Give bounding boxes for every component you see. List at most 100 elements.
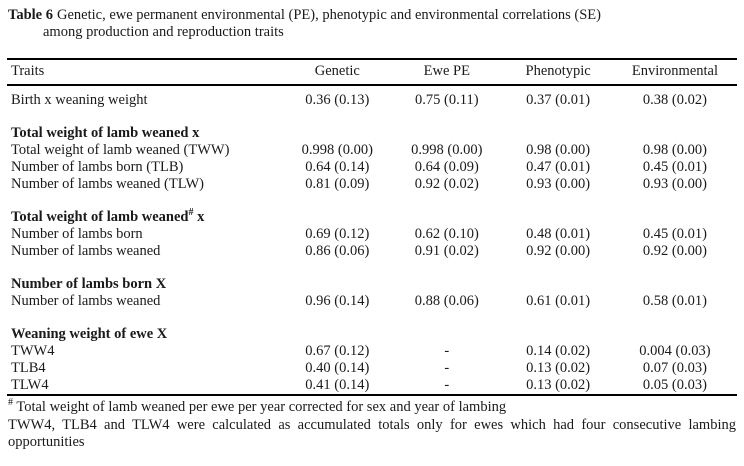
table-row: TWW4 0.67 (0.12) - 0.14 (0.02) 0.004 (0.03) (7, 343, 737, 360)
table-footnotes: # Total weight of lamb weaned per ewe pe… (0, 396, 744, 452)
value-cell: 0.96 (0.14) (305, 293, 370, 309)
column-header-genetic: Genetic (284, 59, 391, 86)
trait-cell: Birth x weaning weight (11, 92, 148, 108)
value-cell: 0.998 (0.00) (411, 142, 483, 158)
value-cell: 0.92 (0.02) (414, 176, 479, 192)
column-header-phenotypic: Phenotypic (503, 59, 613, 86)
value-cell: 0.45 (0.01) (642, 159, 707, 175)
trait-cell: Number of lambs weaned (11, 293, 161, 309)
table-row: TLB4 0.40 (0.14) - 0.13 (0.02) 0.07 (0.03) (7, 360, 737, 377)
value-cell: 0.92 (0.00) (642, 243, 707, 259)
trait-cell: TLW4 (11, 377, 49, 393)
table-number: Table 6 (8, 7, 53, 23)
trait-cell: Number of lambs weaned (11, 243, 161, 259)
value-cell: 0.45 (0.01) (642, 226, 707, 242)
value-cell (613, 326, 737, 343)
trait-cell: Number of lambs born (11, 226, 143, 242)
value-cell: 0.05 (0.03) (642, 377, 707, 393)
value-cell: 0.14 (0.02) (526, 343, 591, 359)
value-cell (390, 326, 503, 343)
value-cell: 0.98 (0.00) (642, 142, 707, 158)
value-cell: 0.48 (0.01) (526, 226, 591, 242)
spacer-cell (7, 310, 737, 326)
section-row: Weaning weight of ewe X (7, 326, 737, 343)
footnote-marker: # (188, 207, 194, 219)
value-cell: 0.93 (0.00) (642, 176, 707, 192)
value-cell: 0.67 (0.12) (305, 343, 370, 359)
spacer-cell (7, 109, 737, 125)
caption-line-2: among production and reproduction traits (43, 24, 284, 40)
value-cell (503, 276, 613, 293)
value-cell (503, 125, 613, 142)
section-header-cell: Total weight of lamb weaned# x (11, 207, 205, 225)
value-cell (390, 209, 503, 226)
table-row: Number of lambs weaned 0.86 (0.06) 0.91 (0… (7, 243, 737, 260)
value-cell: 0.75 (0.11) (415, 92, 479, 108)
value-cell (284, 209, 390, 226)
caption-text: Genetic, ewe permanent environmental (PE… (57, 7, 601, 23)
trait-cell: Number of lambs born (TLB) (11, 159, 184, 175)
trait-cell: Number of lambs weaned (TLW) (11, 176, 204, 192)
value-cell: 0.40 (0.14) (305, 360, 370, 376)
value-cell (613, 276, 737, 293)
section-header-cell: Number of lambs born X (11, 276, 167, 292)
value-cell: 0.13 (0.02) (526, 360, 591, 376)
column-header-environmental: Environmental (612, 59, 737, 86)
footnote-1: # Total weight of lamb weaned per ewe pe… (8, 397, 736, 417)
spacer-row (7, 260, 737, 276)
footnote-2: TWW4, TLB4 and TLW4 were calculated as a… (8, 416, 736, 451)
value-cell: 0.47 (0.01) (526, 159, 591, 175)
table-row: TLW4 0.41 (0.14) - 0.13 (0.02) 0.05 (0.03) (7, 377, 737, 395)
value-cell: 0.64 (0.09) (414, 159, 479, 175)
footnote-1-text: Total weight of lamb weaned per ewe per … (13, 399, 507, 415)
value-cell (613, 125, 737, 142)
spacer-cell (7, 260, 737, 276)
value-cell: - (444, 360, 450, 376)
correlations-table: Traits Genetic Ewe PE Phenotypic Environment… (7, 58, 737, 396)
section-header-cell: Weaning weight of ewe X (11, 326, 168, 342)
column-header-traits: Traits (7, 59, 285, 86)
value-cell: 0.62 (0.10) (414, 226, 479, 242)
value-cell: 0.93 (0.00) (526, 176, 591, 192)
spacer-row (7, 193, 737, 209)
value-cell (284, 276, 390, 293)
value-cell: 0.86 (0.06) (305, 243, 370, 259)
value-cell: 0.36 (0.13) (305, 92, 370, 108)
value-cell (390, 276, 503, 293)
value-cell: 0.38 (0.02) (642, 92, 707, 108)
trait-cell: TWW4 (11, 343, 55, 359)
value-cell: - (444, 343, 450, 359)
value-cell (284, 125, 390, 142)
value-cell: 0.998 (0.00) (301, 142, 373, 158)
table-body: Birth x weaning weight 0.36 (0.13) 0.75 (0… (7, 85, 737, 395)
value-cell: 0.92 (0.00) (526, 243, 591, 259)
value-cell: 0.91 (0.02) (414, 243, 479, 259)
spacer-cell (7, 193, 737, 209)
value-cell: 0.98 (0.00) (526, 142, 591, 158)
value-cell: 0.37 (0.01) (526, 92, 591, 108)
section-row: Total weight of lamb weaned x (7, 125, 737, 142)
value-cell: 0.81 (0.09) (305, 176, 370, 192)
value-cell: 0.004 (0.03) (639, 343, 711, 359)
table-row: Number of lambs born (TLB) 0.64 (0.14) 0.6… (7, 159, 737, 176)
value-cell: 0.07 (0.03) (642, 360, 707, 376)
value-cell: 0.64 (0.14) (305, 159, 370, 175)
footnote-1-marker: # (8, 397, 13, 409)
value-cell (503, 209, 613, 226)
section-row: Number of lambs born X (7, 276, 737, 293)
table-header-row: Traits Genetic Ewe PE Phenotypic Environment… (7, 59, 737, 86)
spacer-row (7, 310, 737, 326)
value-cell: 0.61 (0.01) (526, 293, 591, 309)
spacer-row (7, 109, 737, 125)
table-row: Number of lambs weaned 0.96 (0.14) 0.88 (0… (7, 293, 737, 310)
value-cell: 0.13 (0.02) (526, 377, 591, 393)
column-header-ewe-pe: Ewe PE (390, 59, 504, 86)
value-cell: 0.69 (0.12) (305, 226, 370, 242)
trait-cell: Total weight of lamb weaned (TWW) (11, 142, 230, 158)
value-cell (390, 125, 503, 142)
table-row: Total weight of lamb weaned (TWW) 0.998 (… (7, 142, 737, 159)
section-row: Total weight of lamb weaned# x (7, 207, 737, 226)
value-cell: 0.88 (0.06) (414, 293, 479, 309)
caption-line-1: Table 6 Genetic, ewe permanent environmen… (8, 7, 734, 24)
